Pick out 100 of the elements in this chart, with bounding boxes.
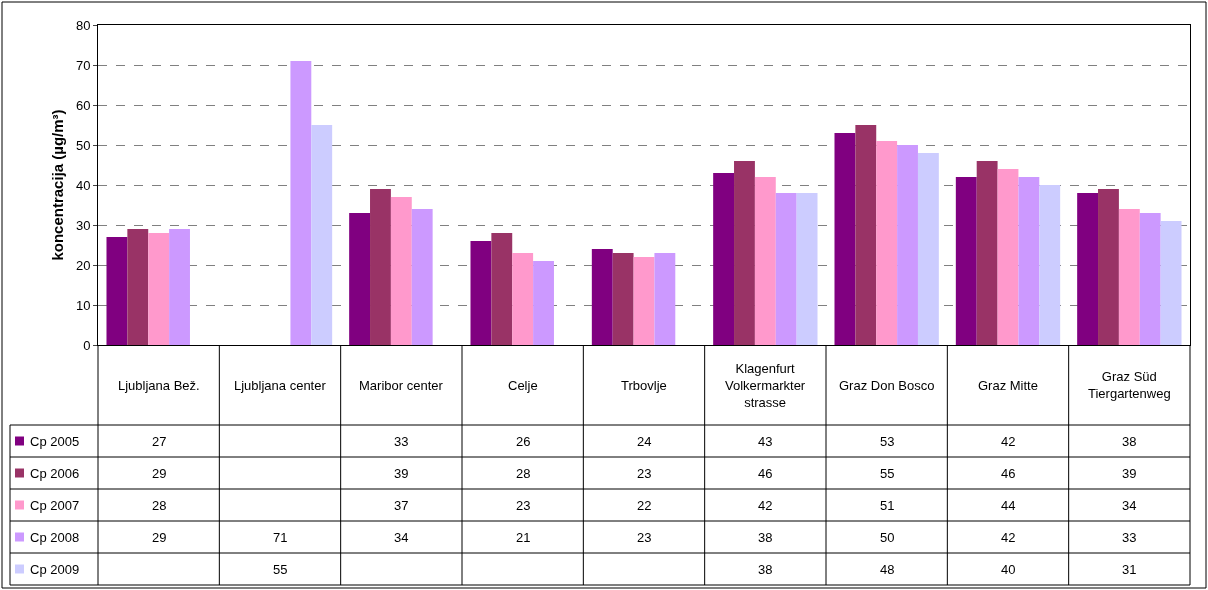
bar [834,133,856,345]
data-label: 53 [880,434,895,449]
x-tick-label: Trbovlje [621,378,667,393]
data-label: 23 [637,530,652,545]
bar [754,177,776,345]
bar [976,161,998,345]
x-tick-label: Celje [508,378,538,393]
bar [1039,185,1061,345]
bar [955,177,977,345]
x-tick-label: Ljubljana center [234,378,327,393]
bar [1098,189,1119,345]
bar [290,61,312,345]
data-label: 42 [1001,434,1016,449]
bar [390,197,412,345]
data-label: 37 [394,498,409,513]
bar [997,169,1019,345]
x-tick-label: Graz Don Bosco [839,378,935,393]
data-label: 39 [1122,466,1137,481]
data-label: 21 [516,530,531,545]
data-label: 26 [516,434,531,449]
data-label: 28 [152,498,167,513]
bar [775,193,797,345]
data-label: 55 [273,562,288,577]
bar [612,253,634,345]
data-label: 22 [637,498,652,513]
bar [370,189,391,345]
data-label: 46 [1001,466,1016,481]
data-label: 23 [637,466,652,481]
bar [855,125,877,345]
data-label: 29 [152,466,167,481]
bar [148,233,170,345]
x-tick-label: Graz Mitte [978,378,1038,393]
data-label: 33 [1122,530,1137,545]
bar [897,145,918,345]
bar [917,153,939,345]
y-tick-label: 0 [83,337,91,353]
data-label: 31 [1122,562,1137,577]
y-tick-label: 70 [75,57,91,73]
data-label: 33 [394,434,409,449]
bar [169,229,190,345]
data-label: 40 [1001,562,1016,577]
data-label: 50 [880,530,895,545]
bar [512,253,534,345]
bar [876,141,898,345]
data-label: 51 [880,498,895,513]
data-label: 48 [880,562,895,577]
bar [1139,213,1161,345]
data-label: 71 [273,530,288,545]
bar [1077,193,1099,345]
data-label: 38 [1122,434,1137,449]
bar [1118,209,1140,345]
legend-label: Cp 2007 [30,498,80,513]
bar [796,193,818,345]
data-label: 28 [516,466,531,481]
data-label: 42 [1001,530,1016,545]
data-label: 55 [880,466,895,481]
legend-label: Cp 2005 [30,434,80,449]
bar [654,253,676,345]
data-label: 38 [758,562,773,577]
x-tick-label: Ljubljana Bež. [118,378,200,393]
bar [1160,221,1182,345]
data-label: 34 [394,530,409,545]
x-tick-label: Graz Süd Tiergartenweg [1088,369,1171,401]
bar [311,125,333,345]
y-tick-label: 40 [75,177,91,193]
data-label: 27 [152,434,167,449]
data-label: 44 [1001,498,1016,513]
bar [1018,177,1040,345]
y-tick-label: 30 [75,217,91,233]
data-label: 29 [152,530,167,545]
y-tick-label: 60 [75,97,91,113]
data-label: 24 [637,434,652,449]
bar [127,229,149,345]
data-label: 38 [758,530,773,545]
bar [106,237,128,345]
y-axis-title: koncentracija (µg/m³) [49,109,67,261]
bar [470,241,492,345]
bar [491,233,513,345]
y-tick-label: 10 [75,297,91,313]
data-label: 39 [394,466,409,481]
bar [411,209,433,345]
y-tick-label: 80 [75,17,91,33]
y-tick-label: 20 [75,257,91,273]
data-label: 34 [1122,498,1137,513]
bar [349,213,371,345]
data-label: 46 [758,466,773,481]
bar [633,257,655,345]
legend-label: Cp 2008 [30,530,80,545]
data-label: 42 [758,498,773,513]
x-tick-label: Maribor center [359,378,444,393]
data-label: 23 [516,498,531,513]
bar [533,261,554,345]
x-tick-label: Klagenfurt Volkermarkter strasse [725,361,806,410]
bar [734,161,755,345]
legend-label: Cp 2009 [30,562,80,577]
data-label: 43 [758,434,773,449]
bar [591,249,613,345]
y-tick-label: 50 [75,137,91,153]
legend-label: Cp 2006 [30,466,80,481]
bar [713,173,735,345]
